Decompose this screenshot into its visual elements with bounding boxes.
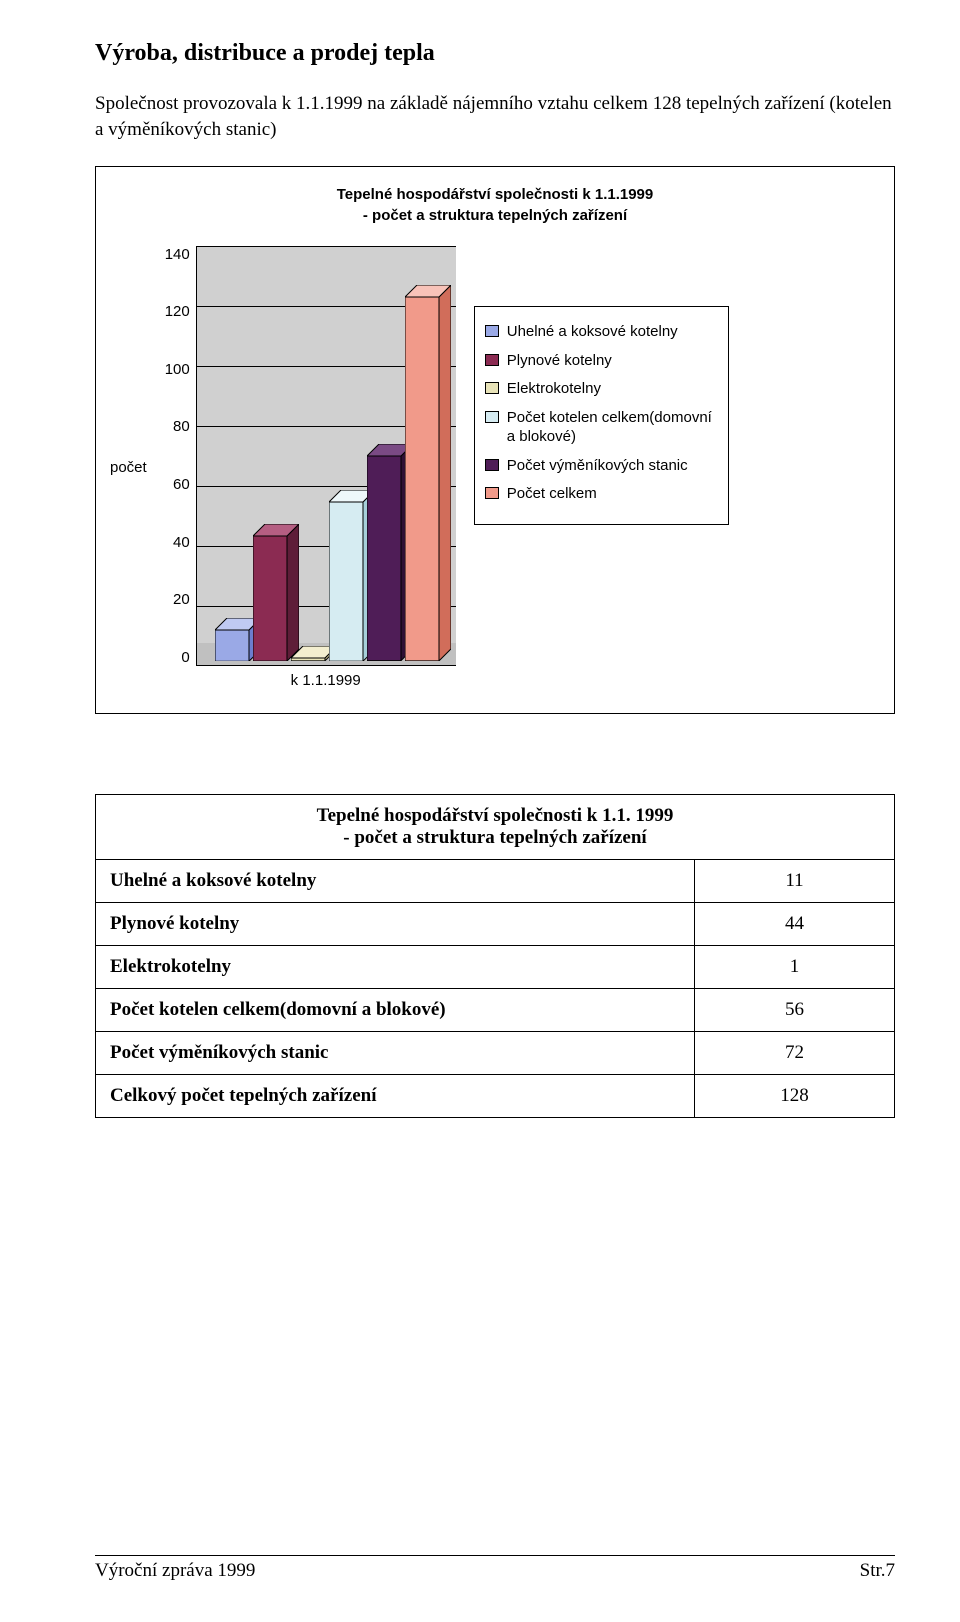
legend-swatch: [485, 382, 499, 394]
legend-swatch: [485, 487, 499, 499]
table-row: Plynové kotelny44: [96, 902, 895, 945]
footer-left: Výroční zpráva 1999: [95, 1560, 255, 1582]
table-row: Uhelné a koksové kotelny11: [96, 859, 895, 902]
chart-ytick: 100: [165, 361, 190, 378]
footer-rule: [95, 1555, 895, 1556]
legend-swatch: [485, 459, 499, 471]
legend-label: Počet výměníkových stanic: [507, 457, 688, 476]
legend-label: Uhelné a koksové kotelny: [507, 323, 678, 342]
legend-item: Počet celkem: [485, 485, 718, 504]
table-cell-value: 11: [695, 859, 895, 902]
chart-gridline: [197, 246, 456, 247]
table-row: Počet kotelen celkem(domovní a blokové)5…: [96, 988, 895, 1031]
table-cell-label: Plynové kotelny: [96, 902, 695, 945]
chart-xcategory: k 1.1.1999: [196, 672, 456, 689]
legend-item: Elektrokotelny: [485, 380, 718, 399]
legend-item: Plynové kotelny: [485, 352, 718, 371]
chart-ylabel: počet: [110, 459, 147, 476]
intro-paragraph: Společnost provozovala k 1.1.1999 na zák…: [95, 91, 895, 142]
chart-ytick: 20: [173, 591, 190, 608]
table-cell-label: Elektrokotelny: [96, 945, 695, 988]
chart-title-line-1: Tepelné hospodářství společnosti k 1.1.1…: [337, 186, 654, 203]
legend-swatch: [485, 325, 499, 337]
legend-label: Počet celkem: [507, 485, 597, 504]
legend-item: Uhelné a koksové kotelny: [485, 323, 718, 342]
chart-legend: Uhelné a koksové kotelny Plynové kotelny E…: [474, 306, 729, 525]
table-row: Počet výměníkových stanic72: [96, 1031, 895, 1074]
table-cell-value: 1: [695, 945, 895, 988]
table-header: Tepelné hospodářství společnosti k 1.1. …: [96, 794, 895, 859]
chart-title: Tepelné hospodářství společnosti k 1.1.1…: [110, 185, 880, 226]
chart-bar: [405, 285, 451, 661]
footer-right: Str.7: [860, 1560, 895, 1582]
chart-ytick: 120: [165, 303, 190, 320]
legend-swatch: [485, 411, 499, 423]
table-header-line-1: Tepelné hospodářství společnosti k 1.1. …: [317, 805, 674, 826]
table-row: Elektrokotelny1: [96, 945, 895, 988]
chart-panel: Tepelné hospodářství společnosti k 1.1.1…: [95, 166, 895, 714]
chart-ytick: 80: [173, 418, 190, 435]
data-table: Tepelné hospodářství společnosti k 1.1. …: [95, 794, 895, 1118]
chart-bar: [253, 524, 299, 661]
table-cell-label: Uhelné a koksové kotelny: [96, 859, 695, 902]
legend-label: Plynové kotelny: [507, 352, 612, 371]
legend-label: Počet kotelen celkem(domovní a blokové): [507, 409, 718, 447]
chart-ytick: 140: [165, 246, 190, 263]
legend-item: Počet kotelen celkem(domovní a blokové): [485, 409, 718, 447]
table-cell-value: 72: [695, 1031, 895, 1074]
page-footer: Výroční zpráva 1999 Str.7: [95, 1555, 895, 1582]
table-cell-label: Počet kotelen celkem(domovní a blokové): [96, 988, 695, 1031]
table-header-line-2: - počet a struktura tepelných zařízení: [343, 827, 646, 848]
chart-ytick: 60: [173, 476, 190, 493]
page-title: Výroba, distribuce a prodej tepla: [95, 40, 895, 67]
chart-ytick: 40: [173, 534, 190, 551]
table-row: Celkový počet tepelných zařízení128: [96, 1074, 895, 1117]
chart-title-line-2: - počet a struktura tepelných zařízení: [363, 207, 627, 224]
legend-swatch: [485, 354, 499, 366]
chart-yticks: 140 120 100 80 60 40 20 0: [165, 246, 196, 666]
legend-item: Počet výměníkových stanic: [485, 457, 718, 476]
table-cell-label: Počet výměníkových stanic: [96, 1031, 695, 1074]
table-cell-label: Celkový počet tepelných zařízení: [96, 1074, 695, 1117]
table-cell-value: 44: [695, 902, 895, 945]
legend-label: Elektrokotelny: [507, 380, 601, 399]
chart-ytick: 0: [181, 649, 189, 666]
chart-plot-area: [196, 246, 456, 666]
table-cell-value: 128: [695, 1074, 895, 1117]
table-cell-value: 56: [695, 988, 895, 1031]
